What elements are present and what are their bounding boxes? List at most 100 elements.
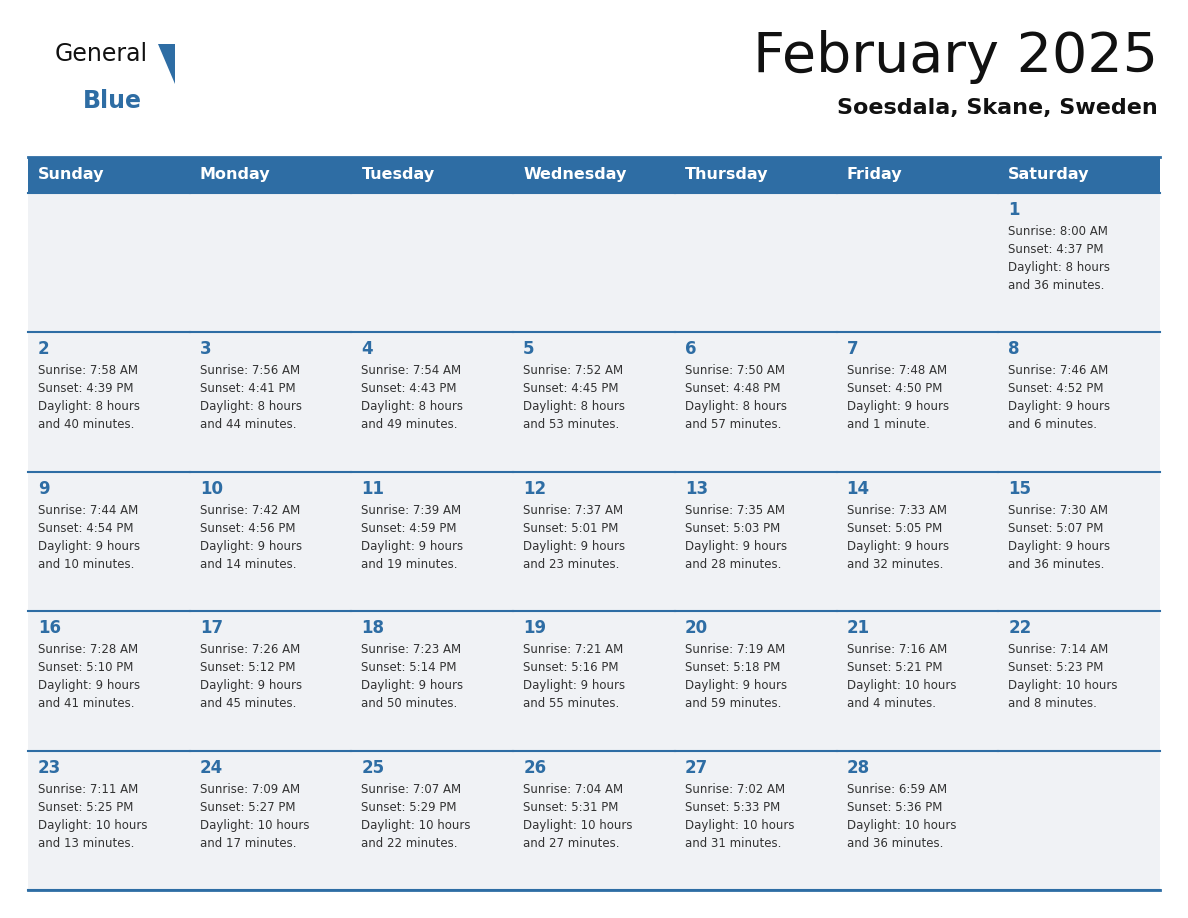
Text: Sunrise: 7:23 AM
Sunset: 5:14 PM
Daylight: 9 hours
and 50 minutes.: Sunrise: 7:23 AM Sunset: 5:14 PM Dayligh… [361,644,463,711]
Text: Sunrise: 7:28 AM
Sunset: 5:10 PM
Daylight: 9 hours
and 41 minutes.: Sunrise: 7:28 AM Sunset: 5:10 PM Dayligh… [38,644,140,711]
Bar [836,751,998,890]
Bar [513,193,675,332]
Bar [352,332,513,472]
Text: 27: 27 [684,758,708,777]
Text: Wednesday: Wednesday [523,167,626,183]
Text: 24: 24 [200,758,223,777]
Bar [998,611,1159,751]
Text: 25: 25 [361,758,385,777]
Text: Soesdala, Skane, Sweden: Soesdala, Skane, Sweden [838,98,1158,118]
Text: Sunrise: 7:21 AM
Sunset: 5:16 PM
Daylight: 9 hours
and 55 minutes.: Sunrise: 7:21 AM Sunset: 5:16 PM Dayligh… [523,644,625,711]
Text: Sunrise: 7:54 AM
Sunset: 4:43 PM
Daylight: 8 hours
and 49 minutes.: Sunrise: 7:54 AM Sunset: 4:43 PM Dayligh… [361,364,463,431]
Text: 10: 10 [200,480,222,498]
Text: Sunrise: 7:02 AM
Sunset: 5:33 PM
Daylight: 10 hours
and 31 minutes.: Sunrise: 7:02 AM Sunset: 5:33 PM Dayligh… [684,783,795,849]
Bar [29,472,190,611]
Bar [29,611,190,751]
Text: 23: 23 [38,758,62,777]
Bar [998,751,1159,890]
Text: Sunrise: 7:11 AM
Sunset: 5:25 PM
Daylight: 10 hours
and 13 minutes.: Sunrise: 7:11 AM Sunset: 5:25 PM Dayligh… [38,783,147,849]
Text: 15: 15 [1009,480,1031,498]
Text: 9: 9 [38,480,50,498]
Bar [675,193,836,332]
Bar [675,332,836,472]
Bar [190,472,352,611]
Text: Sunrise: 7:56 AM
Sunset: 4:41 PM
Daylight: 8 hours
and 44 minutes.: Sunrise: 7:56 AM Sunset: 4:41 PM Dayligh… [200,364,302,431]
Bar [29,157,1159,193]
Text: 1: 1 [1009,201,1019,219]
Text: Sunrise: 7:04 AM
Sunset: 5:31 PM
Daylight: 10 hours
and 27 minutes.: Sunrise: 7:04 AM Sunset: 5:31 PM Dayligh… [523,783,633,849]
Bar [513,332,675,472]
Text: Sunday: Sunday [38,167,105,183]
Bar [190,193,352,332]
Bar [352,472,513,611]
Text: 13: 13 [684,480,708,498]
Text: Sunrise: 7:14 AM
Sunset: 5:23 PM
Daylight: 10 hours
and 8 minutes.: Sunrise: 7:14 AM Sunset: 5:23 PM Dayligh… [1009,644,1118,711]
Text: 16: 16 [38,620,61,637]
Text: 6: 6 [684,341,696,358]
Bar [190,751,352,890]
Text: Sunrise: 7:35 AM
Sunset: 5:03 PM
Daylight: 9 hours
and 28 minutes.: Sunrise: 7:35 AM Sunset: 5:03 PM Dayligh… [684,504,786,571]
Text: Sunrise: 8:00 AM
Sunset: 4:37 PM
Daylight: 8 hours
and 36 minutes.: Sunrise: 8:00 AM Sunset: 4:37 PM Dayligh… [1009,225,1111,292]
Polygon shape [158,44,175,84]
Text: Sunrise: 7:30 AM
Sunset: 5:07 PM
Daylight: 9 hours
and 36 minutes.: Sunrise: 7:30 AM Sunset: 5:07 PM Dayligh… [1009,504,1111,571]
Text: Sunrise: 7:33 AM
Sunset: 5:05 PM
Daylight: 9 hours
and 32 minutes.: Sunrise: 7:33 AM Sunset: 5:05 PM Dayligh… [847,504,949,571]
Text: Saturday: Saturday [1009,167,1089,183]
Text: 22: 22 [1009,620,1031,637]
Text: 4: 4 [361,341,373,358]
Text: 7: 7 [847,341,858,358]
Text: 17: 17 [200,620,223,637]
Text: 12: 12 [523,480,546,498]
Text: Sunrise: 7:44 AM
Sunset: 4:54 PM
Daylight: 9 hours
and 10 minutes.: Sunrise: 7:44 AM Sunset: 4:54 PM Dayligh… [38,504,140,571]
Text: Sunrise: 7:52 AM
Sunset: 4:45 PM
Daylight: 8 hours
and 53 minutes.: Sunrise: 7:52 AM Sunset: 4:45 PM Dayligh… [523,364,625,431]
Bar [998,472,1159,611]
Bar [513,751,675,890]
Text: Sunrise: 7:16 AM
Sunset: 5:21 PM
Daylight: 10 hours
and 4 minutes.: Sunrise: 7:16 AM Sunset: 5:21 PM Dayligh… [847,644,956,711]
Text: Sunrise: 7:48 AM
Sunset: 4:50 PM
Daylight: 9 hours
and 1 minute.: Sunrise: 7:48 AM Sunset: 4:50 PM Dayligh… [847,364,949,431]
Bar [352,611,513,751]
Text: Sunrise: 7:26 AM
Sunset: 5:12 PM
Daylight: 9 hours
and 45 minutes.: Sunrise: 7:26 AM Sunset: 5:12 PM Dayligh… [200,644,302,711]
Text: Sunrise: 6:59 AM
Sunset: 5:36 PM
Daylight: 10 hours
and 36 minutes.: Sunrise: 6:59 AM Sunset: 5:36 PM Dayligh… [847,783,956,849]
Text: 19: 19 [523,620,546,637]
Text: Sunrise: 7:58 AM
Sunset: 4:39 PM
Daylight: 8 hours
and 40 minutes.: Sunrise: 7:58 AM Sunset: 4:39 PM Dayligh… [38,364,140,431]
Text: 11: 11 [361,480,385,498]
Text: Sunrise: 7:46 AM
Sunset: 4:52 PM
Daylight: 9 hours
and 6 minutes.: Sunrise: 7:46 AM Sunset: 4:52 PM Dayligh… [1009,364,1111,431]
Text: 18: 18 [361,620,385,637]
Text: 2: 2 [38,341,50,358]
Text: 21: 21 [847,620,870,637]
Bar [190,332,352,472]
Text: Sunrise: 7:19 AM
Sunset: 5:18 PM
Daylight: 9 hours
and 59 minutes.: Sunrise: 7:19 AM Sunset: 5:18 PM Dayligh… [684,644,786,711]
Text: Thursday: Thursday [684,167,769,183]
Bar [998,193,1159,332]
Text: February 2025: February 2025 [753,30,1158,84]
Text: Sunrise: 7:09 AM
Sunset: 5:27 PM
Daylight: 10 hours
and 17 minutes.: Sunrise: 7:09 AM Sunset: 5:27 PM Dayligh… [200,783,309,849]
Bar [675,611,836,751]
Bar [29,332,190,472]
Text: General: General [55,42,148,66]
Bar [998,332,1159,472]
Text: 20: 20 [684,620,708,637]
Text: Sunrise: 7:37 AM
Sunset: 5:01 PM
Daylight: 9 hours
and 23 minutes.: Sunrise: 7:37 AM Sunset: 5:01 PM Dayligh… [523,504,625,571]
Bar [675,472,836,611]
Text: 8: 8 [1009,341,1019,358]
Bar [836,472,998,611]
Text: Sunrise: 7:42 AM
Sunset: 4:56 PM
Daylight: 9 hours
and 14 minutes.: Sunrise: 7:42 AM Sunset: 4:56 PM Dayligh… [200,504,302,571]
Text: 14: 14 [847,480,870,498]
Text: 26: 26 [523,758,546,777]
Bar [513,472,675,611]
Text: 28: 28 [847,758,870,777]
Bar [513,611,675,751]
Bar [352,751,513,890]
Text: Blue: Blue [83,89,143,113]
Bar [836,193,998,332]
Bar [675,751,836,890]
Text: Sunrise: 7:07 AM
Sunset: 5:29 PM
Daylight: 10 hours
and 22 minutes.: Sunrise: 7:07 AM Sunset: 5:29 PM Dayligh… [361,783,470,849]
Bar [190,611,352,751]
Text: Sunrise: 7:50 AM
Sunset: 4:48 PM
Daylight: 8 hours
and 57 minutes.: Sunrise: 7:50 AM Sunset: 4:48 PM Dayligh… [684,364,786,431]
Bar [836,332,998,472]
Text: Friday: Friday [847,167,902,183]
Bar [29,193,190,332]
Text: 5: 5 [523,341,535,358]
Text: Sunrise: 7:39 AM
Sunset: 4:59 PM
Daylight: 9 hours
and 19 minutes.: Sunrise: 7:39 AM Sunset: 4:59 PM Dayligh… [361,504,463,571]
Bar [836,611,998,751]
Bar [29,751,190,890]
